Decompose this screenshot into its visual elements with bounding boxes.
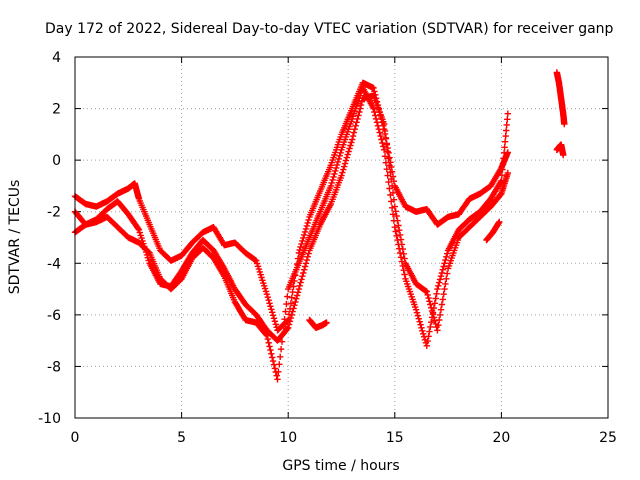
axis-ticks: 0 5 10 15 20 25 -10 -8 -6 -4 -2 0 2 4 [38, 50, 617, 446]
y-tick-label: 0 [52, 153, 61, 169]
series-markers [71, 84, 511, 383]
series-markers [553, 141, 567, 159]
y-axis-label: SDTVAR / TECUs [7, 180, 23, 295]
x-axis-label: GPS time / hours [282, 458, 399, 474]
y-tick-label: -4 [47, 256, 61, 272]
data-points [71, 69, 568, 383]
x-tick-label: 10 [279, 430, 297, 446]
x-tick-label: 15 [386, 430, 404, 446]
series-markers [553, 69, 568, 128]
y-tick-label: 4 [52, 50, 61, 66]
series-3 [306, 316, 330, 331]
series-4 [483, 218, 503, 244]
y-tick-label: -10 [38, 411, 61, 427]
x-tick-label: 20 [492, 430, 510, 446]
y-tick-label: -2 [47, 205, 61, 221]
y-tick-label: -8 [47, 359, 61, 375]
y-tick-label: 2 [52, 102, 61, 118]
series-5 [553, 69, 568, 128]
series-6 [553, 141, 567, 159]
y-tick-label: -6 [47, 308, 61, 324]
series-2 [71, 84, 511, 383]
series-markers [483, 218, 503, 244]
x-tick-label: 25 [599, 430, 617, 446]
series-0 [71, 79, 511, 334]
grid-lines [75, 57, 608, 418]
x-tick-label: 5 [177, 430, 186, 446]
series-markers [71, 79, 511, 334]
x-tick-label: 0 [71, 430, 80, 446]
chart-title: Day 172 of 2022, Sidereal Day-to-day VTE… [45, 21, 614, 37]
series-markers [306, 316, 330, 331]
plot-frame [74, 56, 609, 419]
